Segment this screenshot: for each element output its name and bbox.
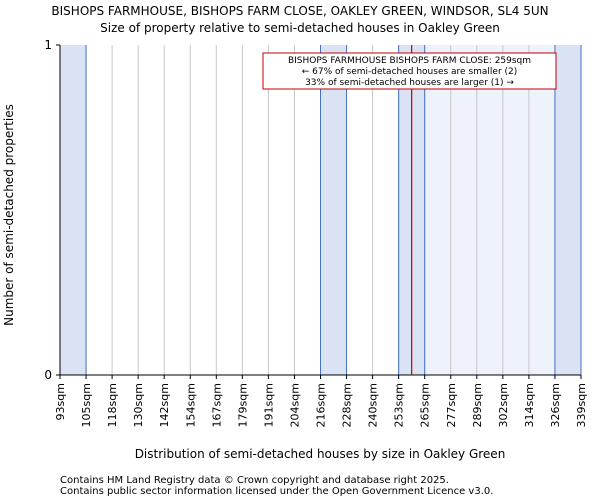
x-tick-label: 142sqm xyxy=(158,383,171,427)
plot-area: 0 1 93sqm 105sqm 118sqm 130sqm 142sqm 154sqm 167… xyxy=(44,38,588,427)
x-axis-label: Distribution of semi-detached houses by … xyxy=(135,447,506,461)
x-tick-label: 277sqm xyxy=(445,383,458,427)
annotation-box xyxy=(262,52,557,90)
highlight-region xyxy=(398,45,581,375)
x-tick-label: 314sqm xyxy=(523,383,536,427)
x-tick-label: 179sqm xyxy=(236,383,249,427)
x-tick-label: 130sqm xyxy=(132,383,145,427)
x-tick-label: 265sqm xyxy=(419,383,432,427)
x-tick-label: 167sqm xyxy=(210,383,223,427)
x-tick-label: 216sqm xyxy=(315,383,328,427)
chart-title: BISHOPS FARMHOUSE, BISHOPS FARM CLOSE, O… xyxy=(51,4,548,18)
x-tick-label: 154sqm xyxy=(184,383,197,427)
x-tick-label: 240sqm xyxy=(367,383,380,427)
y-tick-label: 1 xyxy=(44,38,52,52)
x-tick-label: 93sqm xyxy=(54,383,67,420)
annotation-line: 33% of semi-detached houses are larger (… xyxy=(305,78,514,88)
annotation-line: ← 67% of semi-detached houses are smalle… xyxy=(302,67,518,77)
chart-subtitle: Size of property relative to semi-detach… xyxy=(100,21,500,35)
x-tick-label: 326sqm xyxy=(549,383,562,427)
x-tick-label: 105sqm xyxy=(80,383,93,427)
y-axis-label: Number of semi-detached properties xyxy=(2,104,16,326)
x-tick-label: 302sqm xyxy=(497,383,510,427)
x-tick-label: 289sqm xyxy=(471,383,484,427)
bar xyxy=(320,45,347,375)
y-tick-label: 0 xyxy=(44,368,52,382)
footer-line-1: Contains HM Land Registry data © Crown c… xyxy=(60,475,449,486)
x-tick-label: 118sqm xyxy=(106,383,119,427)
x-tick-label: 253sqm xyxy=(393,383,406,427)
bar xyxy=(554,45,581,375)
x-tick-label: 228sqm xyxy=(341,383,354,427)
bar xyxy=(60,45,87,375)
footer-line-2: Contains public sector information licen… xyxy=(60,486,493,497)
x-tick-label: 191sqm xyxy=(262,383,275,427)
x-tick-label: 204sqm xyxy=(288,383,301,427)
annotation-line: BISHOPS FARMHOUSE BISHOPS FARM CLOSE: 25… xyxy=(288,56,531,66)
x-tick-label: 339sqm xyxy=(575,383,588,427)
